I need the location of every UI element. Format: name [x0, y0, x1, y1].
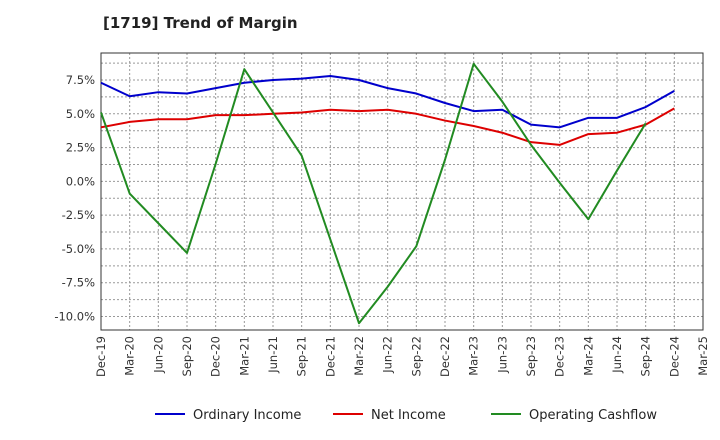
x-tick-label: Sep-21	[295, 336, 309, 376]
x-tick-label: Dec-24	[667, 336, 681, 377]
x-tick-label: Mar-21	[237, 336, 251, 376]
y-tick-label: -2.5%	[62, 208, 95, 222]
grid-lines	[101, 53, 703, 330]
x-tick-label: Sep-24	[639, 336, 653, 376]
y-tick-label: -10.0%	[54, 309, 95, 323]
y-tick-label: 0.0%	[66, 174, 95, 188]
y-axis: 7.5% 5.0% 2.5% 0.0% -2.5% -5.0% -7.5% -10.0%	[54, 73, 95, 323]
y-tick-label: 7.5%	[66, 73, 95, 87]
chart-title: [1719] Trend of Margin	[103, 14, 298, 32]
x-tick-label: Dec-20	[209, 336, 223, 377]
x-tick-label: Dec-22	[438, 336, 452, 377]
legend: Ordinary Income Net Income Operating Cashf…	[155, 408, 657, 423]
x-tick-label: Jun-20	[151, 336, 165, 374]
x-tick-label: Mar-25	[696, 336, 710, 376]
x-tick-label: Mar-23	[467, 336, 481, 376]
x-tick-label: Jun-22	[381, 336, 395, 374]
series-line-1	[100, 107, 675, 146]
x-tick-label: Mar-22	[352, 336, 366, 376]
x-tick-label: Mar-24	[581, 336, 595, 376]
legend-label: Operating Cashflow	[529, 408, 657, 423]
x-tick-label: Sep-20	[180, 336, 194, 376]
series-line-0	[100, 74, 675, 129]
x-tick-label: Jun-23	[495, 336, 509, 374]
series-lines	[100, 62, 675, 325]
x-tick-label: Jun-21	[266, 336, 280, 374]
y-tick-label: 2.5%	[66, 141, 95, 155]
x-tick-label: Dec-23	[553, 336, 567, 377]
y-tick-label: 5.0%	[66, 107, 95, 121]
x-tick-label: Jun-24	[610, 336, 624, 374]
series-line-2	[100, 62, 647, 325]
x-axis: Dec-19 Mar-20 Jun-20 Sep-20 Dec-20 Mar-21 Jun-…	[94, 336, 710, 377]
y-tick-label: -5.0%	[62, 242, 95, 256]
x-tick-label: Mar-20	[123, 336, 137, 376]
x-tick-label: Dec-19	[94, 336, 108, 377]
y-tick-label: -7.5%	[62, 276, 95, 290]
x-tick-label: Dec-21	[323, 336, 337, 377]
legend-label: Ordinary Income	[193, 408, 301, 423]
plot-frame	[100, 52, 704, 331]
x-tick-label: Sep-23	[524, 336, 538, 376]
x-tick-label: Sep-22	[409, 336, 423, 376]
legend-label: Net Income	[371, 408, 446, 423]
